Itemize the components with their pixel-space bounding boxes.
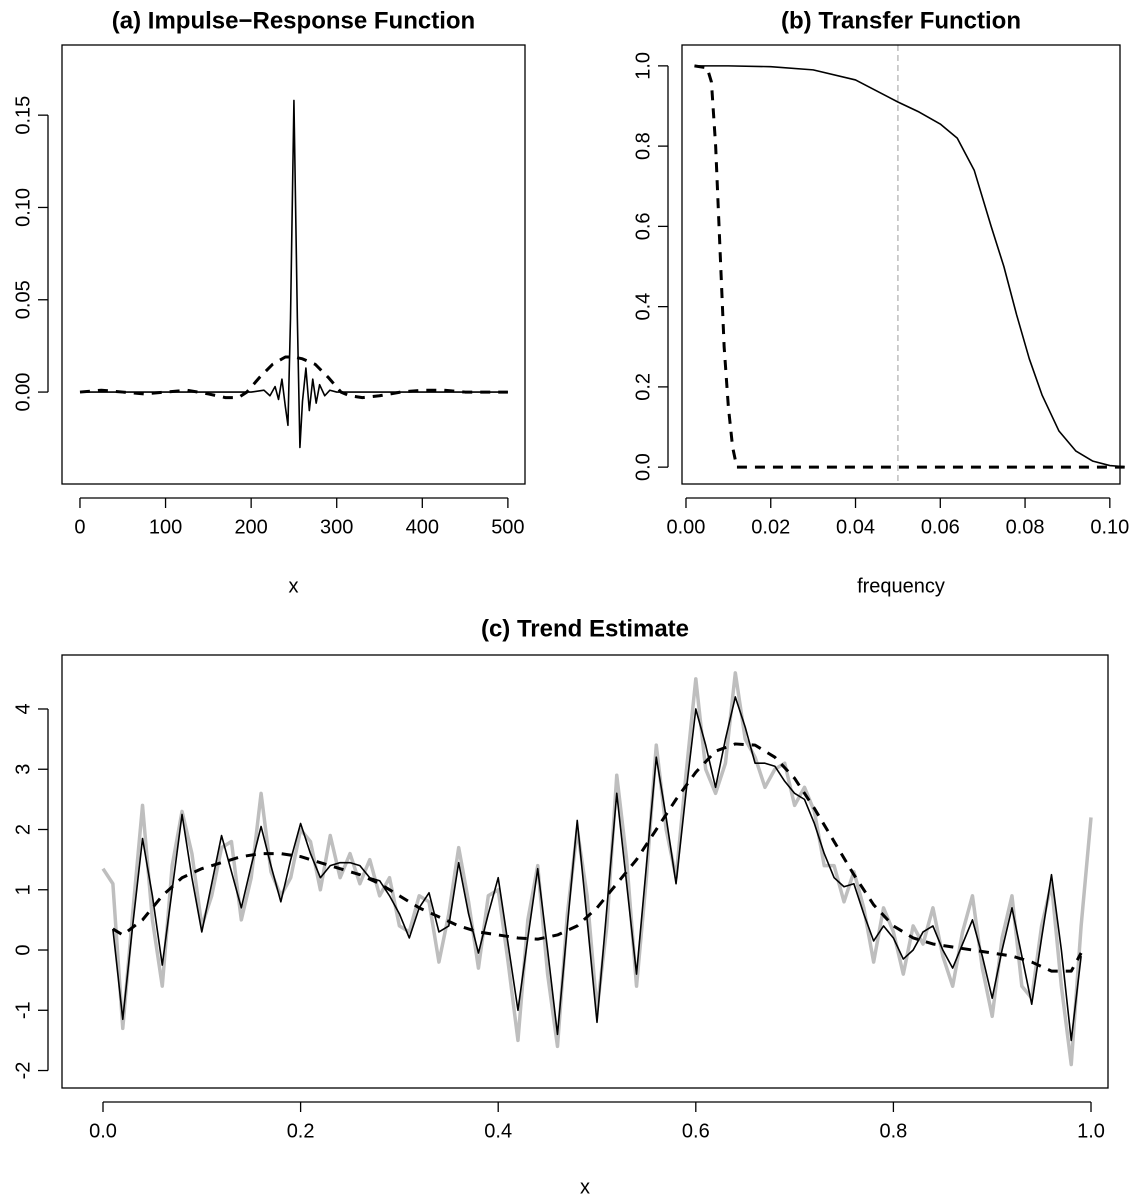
y-tick-label: 0.15 [12, 96, 34, 135]
y-tick-label: 1 [12, 884, 34, 895]
y-tick-label: 0.0 [632, 453, 654, 481]
y-tick-label: 0.00 [12, 373, 34, 412]
chart-title: (a) Impulse−Response Function [112, 7, 475, 34]
series-line [112, 696, 1082, 1042]
x-tick-label: 200 [234, 516, 267, 538]
x-tick-label: 300 [320, 516, 353, 538]
series-line [694, 64, 1125, 469]
y-tick-label: 0.2 [632, 373, 654, 401]
series-line [79, 99, 508, 449]
x-axis-label: frequency [857, 575, 945, 597]
chart-title: (b) Transfer Function [781, 7, 1021, 34]
y-tick-label: 1.0 [632, 52, 654, 80]
x-tick-label: 0.8 [879, 1120, 907, 1142]
x-tick-label: 0.04 [836, 516, 875, 538]
y-tick-label: 0.10 [12, 188, 34, 227]
x-tick-label: 0.06 [921, 516, 960, 538]
x-tick-label: 400 [406, 516, 439, 538]
x-tick-label: 500 [491, 516, 524, 538]
series-line [694, 65, 1125, 468]
plot-frame [681, 44, 1121, 485]
x-axis-label: x [580, 1176, 590, 1198]
y-tick-label: 0.8 [632, 132, 654, 160]
x-axis-label: x [289, 575, 299, 597]
y-tick-label: 4 [12, 703, 34, 714]
y-tick-label: -1 [12, 1001, 34, 1019]
y-tick-label: 0.4 [632, 293, 654, 321]
x-tick-label: 100 [149, 516, 182, 538]
y-tick-label: 0.6 [632, 212, 654, 240]
y-tick-label: 3 [12, 764, 34, 775]
x-tick-label: 0.6 [682, 1120, 710, 1142]
x-tick-label: 0.10 [1090, 516, 1129, 538]
x-tick-label: 0.00 [667, 516, 706, 538]
x-tick-label: 0.0 [89, 1120, 117, 1142]
y-tick-label: 0 [12, 944, 34, 955]
series-line [79, 355, 508, 400]
series-line [101, 671, 1093, 1067]
plot-frame [61, 44, 526, 485]
x-tick-label: 0.4 [484, 1120, 512, 1142]
y-tick-label: -2 [12, 1062, 34, 1080]
x-tick-label: 0.2 [287, 1120, 315, 1142]
y-tick-label: 0.05 [12, 280, 34, 319]
plot-frame [61, 654, 1109, 1089]
x-tick-label: 0.08 [1006, 516, 1045, 538]
x-tick-label: 0 [74, 516, 85, 538]
y-tick-label: 2 [12, 824, 34, 835]
x-tick-label: 1.0 [1077, 1120, 1105, 1142]
chart-title: (c) Trend Estimate [481, 615, 689, 642]
series-line [112, 742, 1083, 973]
x-tick-label: 0.02 [751, 516, 790, 538]
